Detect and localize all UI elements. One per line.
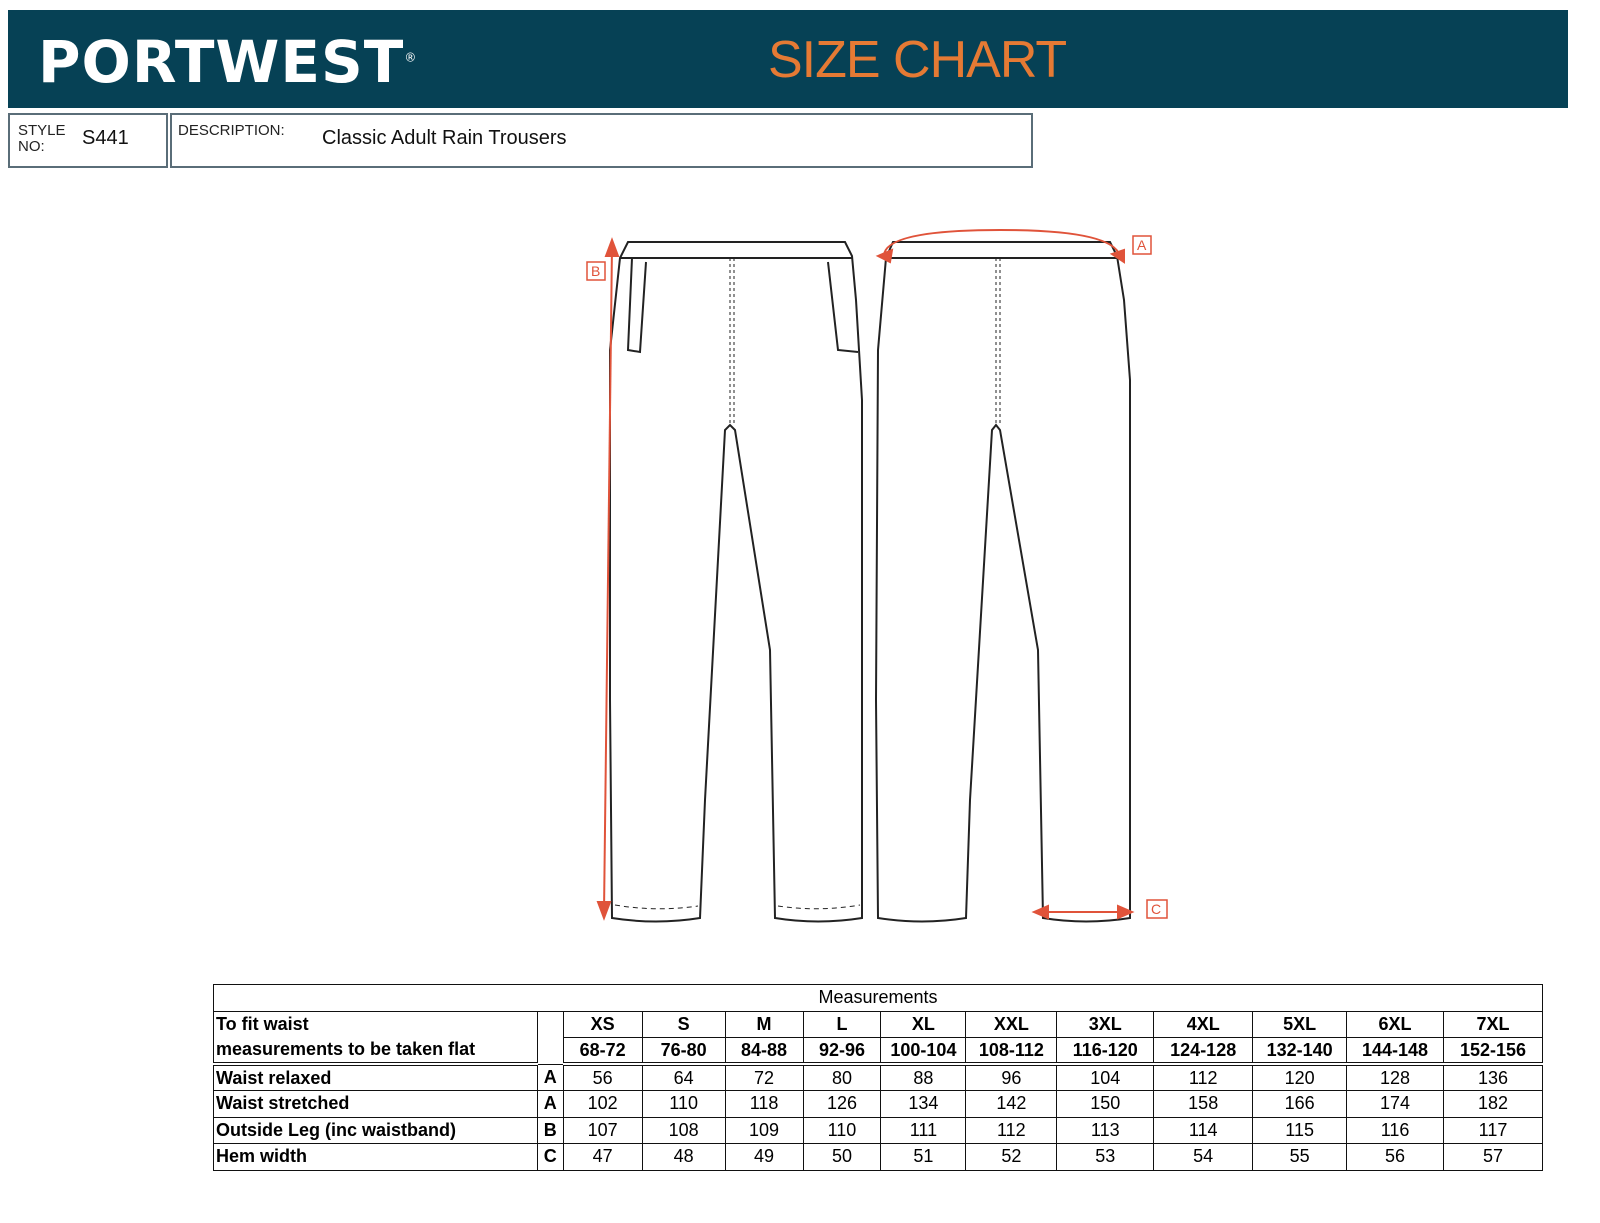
value-cell: 126 xyxy=(802,1090,882,1118)
fit-waist-cell: 144-148 xyxy=(1346,1037,1444,1066)
value-cell: 111 xyxy=(880,1116,967,1144)
measurement-labels: A B C xyxy=(586,235,1168,919)
value-cell: 88 xyxy=(880,1063,967,1091)
measurements-table: Measurements To fit waist XS S M L XL XXL 3XL 4X… xyxy=(213,984,1543,1171)
svg-text:C: C xyxy=(1151,901,1161,917)
value-cell: 110 xyxy=(802,1116,882,1144)
value-cell: 54 xyxy=(1153,1143,1254,1171)
value-cell: 64 xyxy=(641,1063,726,1091)
fit-waist-cell: 92-96 xyxy=(802,1037,882,1066)
header-bar: PORTWEST® SIZE CHART xyxy=(8,10,1568,108)
size-header: M xyxy=(724,1010,804,1038)
value-cell: 118 xyxy=(724,1090,804,1118)
value-cell: 109 xyxy=(724,1116,804,1144)
row-code: A xyxy=(536,1090,564,1118)
row-code: A xyxy=(536,1063,564,1091)
front-view xyxy=(609,241,863,923)
size-header: 4XL xyxy=(1153,1010,1254,1038)
table-row: Waist stretched A 102 110 118 126 134 142 150 158… xyxy=(213,1090,1543,1118)
value-cell: 104 xyxy=(1056,1063,1155,1091)
size-header: XL xyxy=(880,1010,967,1038)
value-cell: 50 xyxy=(802,1143,882,1171)
value-cell: 128 xyxy=(1346,1063,1444,1091)
fit-waist-row: measurements to be taken flat 68-72 76-80 8… xyxy=(213,1037,1543,1066)
table-row: Hem width C 47 48 49 50 51 52 53 54 55 56 57 xyxy=(213,1143,1543,1171)
fit-waist-cell: 68-72 xyxy=(562,1037,643,1066)
value-cell: 112 xyxy=(965,1116,1058,1144)
page-title: SIZE CHART xyxy=(768,31,1067,89)
value-cell: 158 xyxy=(1153,1090,1254,1118)
fit-waist-cell: 152-156 xyxy=(1443,1037,1543,1066)
fit-waist-cell: 84-88 xyxy=(724,1037,804,1066)
back-view xyxy=(874,241,1131,923)
value-cell: 150 xyxy=(1056,1090,1155,1118)
sizes-row: To fit waist XS S M L XL XXL 3XL 4XL 5XL 6XL 7XL xyxy=(213,1010,1543,1065)
size-header: XS xyxy=(562,1010,643,1038)
value-cell: 116 xyxy=(1346,1116,1444,1144)
value-cell: 166 xyxy=(1252,1090,1348,1118)
value-cell: 56 xyxy=(1346,1143,1444,1171)
value-cell: 120 xyxy=(1252,1063,1348,1091)
size-header: 5XL xyxy=(1252,1010,1348,1038)
value-cell: 102 xyxy=(562,1090,643,1118)
row-code: B xyxy=(536,1116,564,1144)
size-header: 7XL xyxy=(1443,1010,1543,1038)
value-cell: 56 xyxy=(562,1063,643,1091)
description-box: DESCRIPTION: Classic Adult Rain Trousers xyxy=(170,113,1033,168)
table-caption: Measurements xyxy=(213,984,1543,1012)
measurement-lines xyxy=(596,228,1135,921)
value-cell: 72 xyxy=(724,1063,804,1091)
value-cell: 112 xyxy=(1153,1063,1254,1091)
value-cell: 49 xyxy=(724,1143,804,1171)
value-cell: 174 xyxy=(1346,1090,1444,1118)
value-cell: 55 xyxy=(1252,1143,1348,1171)
row-label: Waist stretched xyxy=(213,1090,538,1118)
value-cell: 142 xyxy=(965,1090,1058,1118)
value-cell: 182 xyxy=(1443,1090,1543,1118)
table-row: Waist relaxed A 56 64 72 80 88 96 104 112 120 128 13… xyxy=(213,1063,1543,1091)
row-label: Hem width xyxy=(213,1143,538,1171)
description-label: DESCRIPTION: xyxy=(178,122,285,139)
style-label: STYLE NO: xyxy=(18,122,66,155)
value-cell: 47 xyxy=(562,1143,643,1171)
table-row: Outside Leg (inc waistband) B 107 108 109 110… xyxy=(213,1116,1543,1144)
fit-waist-cell: 124-128 xyxy=(1153,1037,1254,1066)
svg-text:A: A xyxy=(1137,237,1147,253)
value-cell: 113 xyxy=(1056,1116,1155,1144)
fit-waist-cell: 132-140 xyxy=(1252,1037,1348,1066)
fit-waist-cell: 108-112 xyxy=(965,1037,1058,1066)
style-value: S441 xyxy=(82,127,129,149)
size-header: XXL xyxy=(965,1010,1058,1038)
svg-text:B: B xyxy=(591,263,600,279)
value-cell: 108 xyxy=(641,1116,726,1144)
size-header: 6XL xyxy=(1346,1010,1444,1038)
value-cell: 96 xyxy=(965,1063,1058,1091)
description-value: Classic Adult Rain Trousers xyxy=(322,127,567,149)
value-cell: 80 xyxy=(802,1063,882,1091)
portwest-logo: PORTWEST® xyxy=(38,28,418,96)
row-label: Outside Leg (inc waistband) xyxy=(213,1116,538,1144)
value-cell: 57 xyxy=(1443,1143,1543,1171)
value-cell: 134 xyxy=(880,1090,967,1118)
value-cell: 110 xyxy=(641,1090,726,1118)
value-cell: 52 xyxy=(965,1143,1058,1171)
size-header: 3XL xyxy=(1056,1010,1155,1038)
value-cell: 48 xyxy=(641,1143,726,1171)
fit-waist-cell: 76-80 xyxy=(641,1037,726,1066)
value-cell: 114 xyxy=(1153,1116,1254,1144)
value-cell: 117 xyxy=(1443,1116,1543,1144)
value-cell: 115 xyxy=(1252,1116,1348,1144)
value-cell: 53 xyxy=(1056,1143,1155,1171)
row-code: C xyxy=(536,1143,564,1171)
style-box: STYLE NO: S441 xyxy=(8,113,168,168)
value-cell: 51 xyxy=(880,1143,967,1171)
row-label: Waist relaxed xyxy=(213,1063,538,1091)
size-header: S xyxy=(641,1010,726,1038)
fit-waist-cell: 100-104 xyxy=(880,1037,967,1066)
value-cell: 136 xyxy=(1443,1063,1543,1091)
size-header: L xyxy=(802,1010,882,1038)
value-cell: 107 xyxy=(562,1116,643,1144)
fit-waist-cell: 116-120 xyxy=(1056,1037,1155,1066)
